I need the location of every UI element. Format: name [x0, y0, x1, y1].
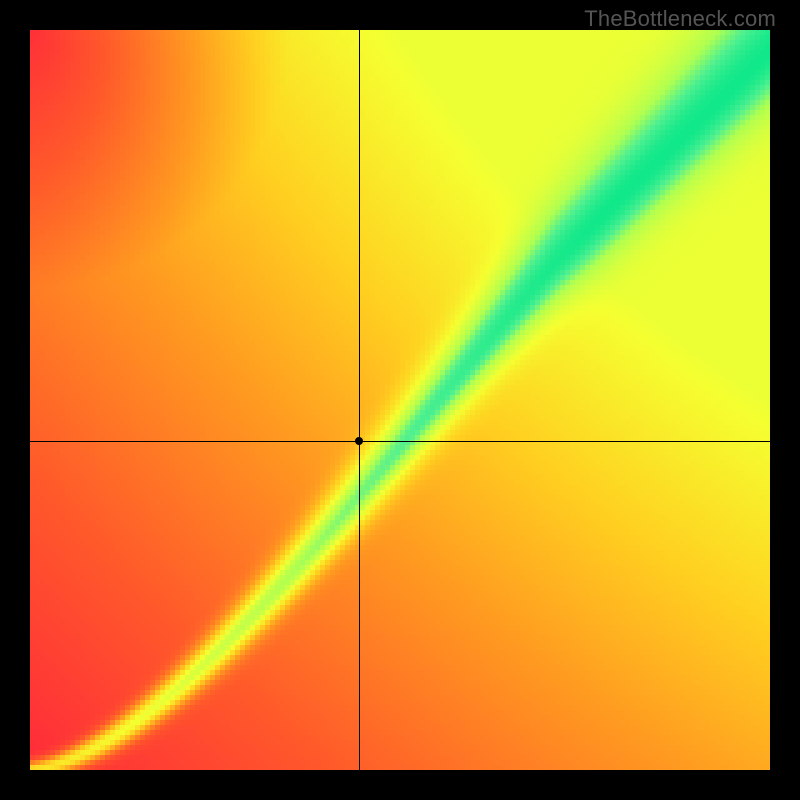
- chart-container: TheBottleneck.com: [0, 0, 800, 800]
- watermark-label: TheBottleneck.com: [584, 6, 776, 32]
- plot-area: [30, 30, 770, 770]
- crosshair-horizontal: [30, 441, 770, 442]
- heatmap-canvas: [30, 30, 770, 770]
- marker-point: [355, 437, 363, 445]
- crosshair-vertical: [359, 30, 360, 770]
